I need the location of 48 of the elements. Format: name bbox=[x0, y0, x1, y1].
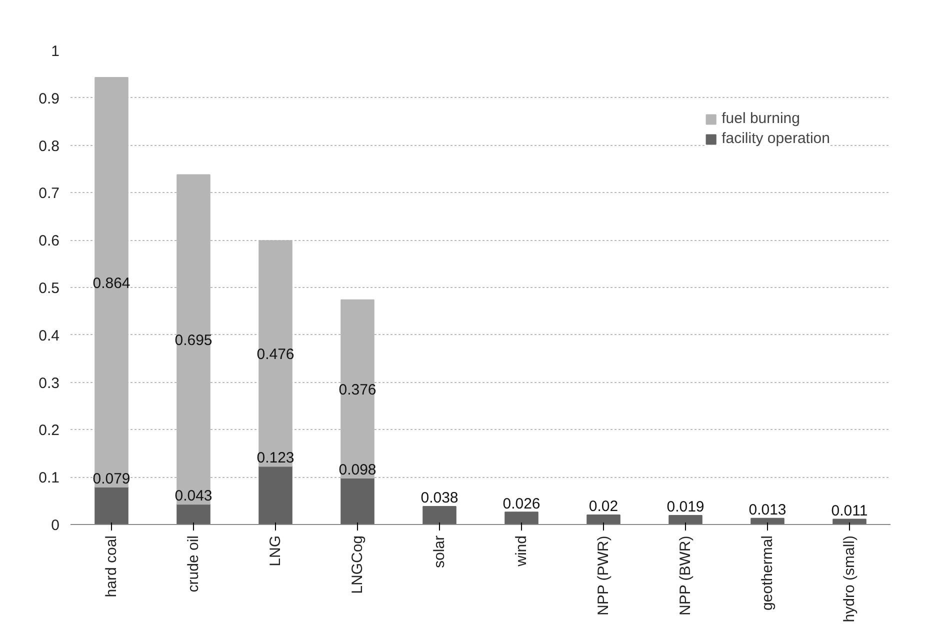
data-label: 0.026 bbox=[502, 495, 540, 512]
y-tick-label: 0 bbox=[51, 517, 60, 534]
bar bbox=[94, 77, 128, 488]
x-tick-label: LNG bbox=[267, 536, 284, 566]
data-label: 0.123 bbox=[256, 449, 294, 466]
bar bbox=[750, 518, 784, 524]
x-tick-label: hydro (small) bbox=[841, 535, 858, 622]
data-label: 0.864 bbox=[92, 274, 130, 292]
y-tick-label: 0.6 bbox=[38, 232, 60, 250]
bar bbox=[176, 504, 210, 524]
x-tick-label: solar bbox=[431, 535, 448, 568]
y-tick-label: 0.1 bbox=[38, 470, 60, 487]
data-label: 0.079 bbox=[92, 470, 130, 488]
data-label: 0.098 bbox=[338, 461, 376, 478]
data-label: 0.019 bbox=[666, 498, 704, 516]
data-label: 0.376 bbox=[338, 381, 376, 398]
bar bbox=[586, 514, 620, 524]
bar bbox=[258, 240, 292, 467]
y-tick-label: 0.7 bbox=[38, 185, 60, 202]
data-label: 0.695 bbox=[174, 332, 212, 349]
bar bbox=[94, 486, 128, 524]
bar bbox=[340, 478, 374, 524]
data-label: 0.038 bbox=[420, 490, 458, 507]
y-tick-label: 0.4 bbox=[38, 327, 60, 344]
data-label: 0.043 bbox=[174, 487, 212, 504]
y-tick-label: 0.2 bbox=[38, 422, 60, 440]
y-tick-label: 0.5 bbox=[38, 280, 60, 297]
bar bbox=[504, 512, 538, 524]
x-tick-label: crude oil bbox=[185, 535, 202, 592]
y-tick-label: 0.8 bbox=[38, 138, 60, 155]
data-label: 0.013 bbox=[748, 502, 786, 519]
legend-label: fuel burning bbox=[722, 110, 800, 127]
data-label: 0.476 bbox=[256, 346, 294, 363]
x-tick-label: LNGCog bbox=[349, 536, 366, 594]
x-tick-label: hard coal bbox=[103, 535, 120, 598]
y-tick-label: 1 bbox=[51, 43, 60, 60]
x-tick-label: wind bbox=[513, 535, 530, 568]
x-tick-label: NPP (PWR) bbox=[595, 536, 612, 616]
data-label: 0.011 bbox=[831, 502, 868, 520]
bar bbox=[258, 466, 292, 524]
y-tick-label: 0.3 bbox=[38, 374, 60, 392]
y-tick-label: 0.9 bbox=[38, 90, 60, 108]
bar bbox=[668, 514, 702, 524]
x-tick-label: NPP (BWR) bbox=[677, 536, 694, 616]
x-tick-label: geothermal bbox=[759, 535, 776, 611]
bar bbox=[422, 506, 456, 524]
legend-label: facility operation bbox=[722, 130, 830, 147]
data-label: 0.02 bbox=[588, 498, 618, 516]
